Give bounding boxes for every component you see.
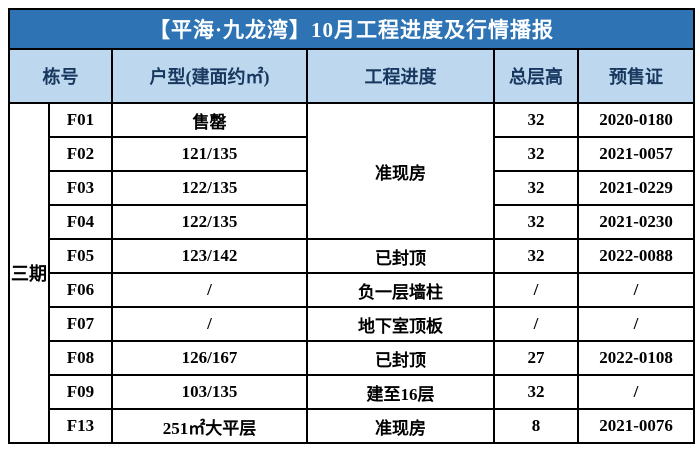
floors-cell: 8 [493,408,579,444]
building-cell: F08 [48,340,113,376]
header-row: 栋号 户型(建面约㎡) 工程进度 总层高 预售证 [8,48,696,104]
building-cell: F13 [48,408,113,444]
unit-cell: / [111,306,308,342]
phase-cell: 三期 [8,102,50,444]
progress-cell: 准现房 [306,102,495,240]
table-row: F13 251㎡大平层 准现房 8 2021-0076 [9,408,696,444]
unit-cell: 售罄 [111,102,308,138]
building-cell: F07 [48,306,113,342]
progress-table: 【平海·九龙湾】10月工程进度及行情播报 栋号 户型(建面约㎡) 工程进度 总层… [7,8,696,444]
header-building: 栋号 [8,48,113,104]
header-permit: 预售证 [576,48,696,104]
unit-cell: 122/135 [111,204,308,240]
table-row: F02 121/135 32 2021-0057 [9,136,696,172]
floors-cell: / [493,272,579,308]
table-row: F08 126/167 已封顶 27 2022-0108 [9,340,696,376]
progress-cell: 已封顶 [306,238,495,274]
unit-cell: 103/135 [111,374,308,410]
building-cell: F06 [48,272,113,308]
building-cell: F09 [48,374,113,410]
floors-cell: 32 [493,204,579,240]
permit-cell: 2021-0057 [576,136,696,172]
permit-cell: 2021-0229 [576,170,696,206]
table-row: F03 122/135 32 2021-0229 [9,170,696,206]
progress-cell: 建至16层 [306,374,495,410]
permit-cell: 2022-0088 [576,238,696,274]
table-row: F06 / 负一层墙柱 / / [9,272,696,308]
building-cell: F04 [48,204,113,240]
floors-cell: / [493,306,579,342]
table-row: F09 103/135 建至16层 32 / [9,374,696,410]
table-row: F07 / 地下室顶板 / / [9,306,696,342]
permit-cell: 2020-0180 [576,102,696,138]
unit-cell: 251㎡大平层 [111,408,308,444]
building-cell: F01 [48,102,113,138]
progress-cell: 已封顶 [306,340,495,376]
permit-cell: / [576,272,696,308]
floors-cell: 32 [493,238,579,274]
building-cell: F03 [48,170,113,206]
building-cell: F02 [48,136,113,172]
floors-cell: 27 [493,340,579,376]
permit-cell: 2021-0076 [576,408,696,444]
floors-cell: 32 [493,170,579,206]
title-row: 【平海·九龙湾】10月工程进度及行情播报 [7,8,696,50]
building-cell: F05 [48,238,113,274]
unit-cell: 122/135 [111,170,308,206]
page-title: 【平海·九龙湾】10月工程进度及行情播报 [7,8,696,50]
header-floors: 总层高 [493,48,579,104]
floors-cell: 32 [493,374,579,410]
unit-cell: / [111,272,308,308]
floors-cell: 32 [493,102,579,138]
table-row: 三期 F01 售罄 准现房 32 2020-0180 [8,102,696,444]
table-row: F05 123/142 已封顶 32 2022-0088 [9,238,696,274]
permit-cell: 2021-0230 [576,204,696,240]
progress-cell: 准现房 [306,408,495,444]
permit-cell: / [576,306,696,342]
progress-cell: 地下室顶板 [306,306,495,342]
unit-cell: 121/135 [111,136,308,172]
table-row: F04 122/135 32 2021-0230 [9,204,696,240]
header-progress: 工程进度 [306,48,495,104]
permit-cell: 2022-0108 [576,340,696,376]
header-unit: 户型(建面约㎡) [111,48,308,104]
unit-cell: 123/142 [111,238,308,274]
unit-cell: 126/167 [111,340,308,376]
permit-cell: / [576,374,696,410]
progress-cell: 负一层墙柱 [306,272,495,308]
floors-cell: 32 [493,136,579,172]
